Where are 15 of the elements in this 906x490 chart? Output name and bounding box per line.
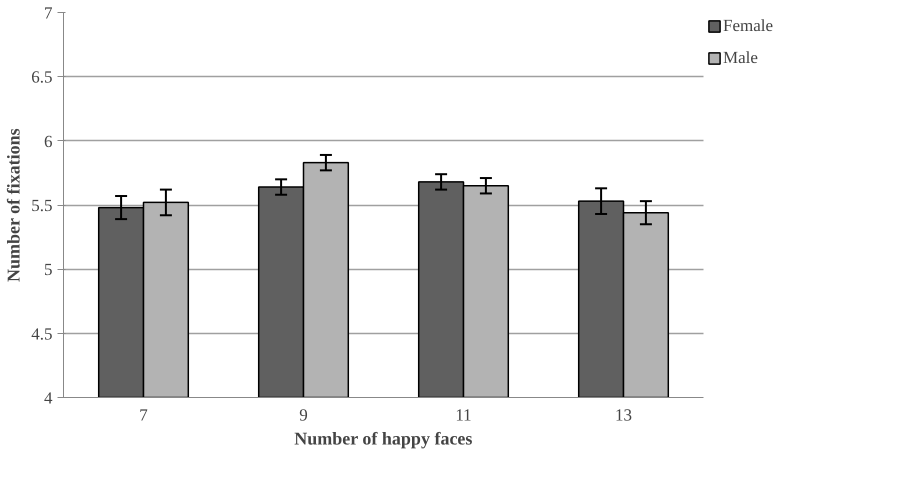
legend-label: Male: [723, 48, 758, 68]
y-tick-label: 5: [44, 260, 52, 280]
x-tick-label: 7: [139, 406, 148, 424]
legend-label: Female: [723, 16, 774, 36]
y-tick-label: 4: [44, 388, 53, 408]
x-tick-label: 13: [615, 406, 632, 424]
y-axis-title: Number of fixations: [3, 128, 24, 282]
x-tick-label: 9: [299, 406, 308, 424]
y-tick-label: 6.5: [31, 68, 52, 87]
y-tick-label: 7: [44, 4, 53, 22]
x-tick-label: 11: [455, 406, 472, 424]
y-tick-label: 4.5: [31, 324, 52, 344]
y-tick-label: 6: [44, 132, 52, 151]
y-tick-label: 5.5: [31, 196, 52, 215]
x-axis-title: Number of happy faces: [294, 428, 472, 448]
